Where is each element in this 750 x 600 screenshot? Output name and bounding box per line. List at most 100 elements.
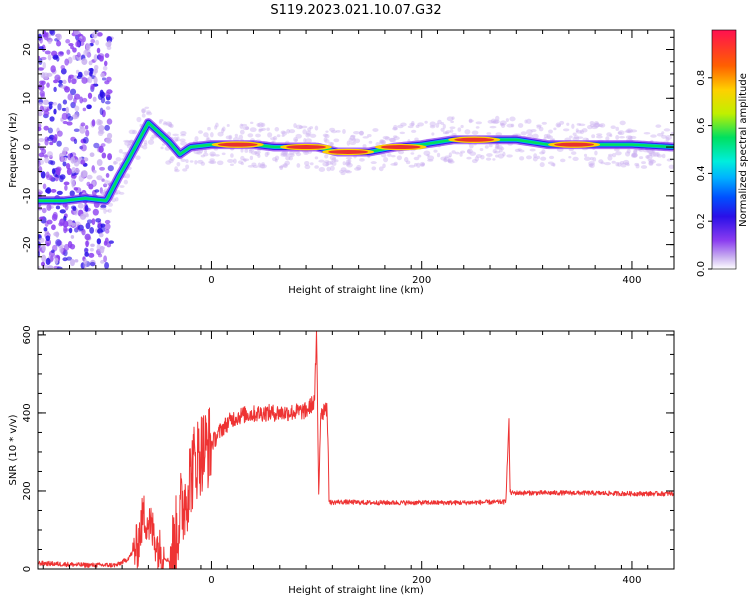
- halo-blob: [405, 160, 411, 165]
- y-tick-label: 20: [22, 43, 33, 56]
- halo-blob: [100, 192, 105, 196]
- noise-blob: [90, 38, 96, 44]
- noise-blob: [38, 245, 41, 254]
- halo-blob: [264, 151, 269, 158]
- noise-blob: [61, 149, 67, 157]
- colorbar-tick-label: 0.6: [696, 118, 707, 134]
- halo-blob: [460, 150, 466, 154]
- halo-blob: [436, 152, 441, 158]
- halo-blob: [173, 136, 178, 142]
- noise-blob: [71, 222, 76, 227]
- noise-blob: [90, 243, 95, 247]
- halo-blob: [362, 136, 369, 139]
- noise-blob: [57, 103, 62, 111]
- halo-blob: [533, 153, 538, 159]
- halo-blob: [168, 121, 173, 128]
- halo-blob: [225, 135, 232, 140]
- halo-blob: [529, 148, 536, 152]
- noise-blob: [80, 144, 87, 152]
- halo-blob: [648, 152, 653, 157]
- noise-blob: [63, 225, 68, 234]
- noise-blob: [42, 183, 47, 190]
- noise-blob: [74, 93, 81, 100]
- noise-blob: [66, 256, 73, 261]
- halo-blob: [124, 140, 132, 146]
- halo-blob: [486, 153, 493, 158]
- halo-blob: [228, 134, 233, 140]
- halo-blob: [495, 132, 503, 137]
- noise-blob: [96, 32, 103, 37]
- halo-blob: [266, 127, 270, 131]
- noise-blob: [38, 142, 41, 147]
- halo-blob: [330, 142, 335, 147]
- halo-blob: [325, 130, 329, 133]
- noise-blob: [40, 261, 46, 267]
- halo-blob: [353, 130, 360, 135]
- noise-blob: [82, 136, 89, 144]
- halo-blob: [239, 123, 244, 129]
- noise-blob: [74, 105, 80, 112]
- noise-blob: [77, 71, 83, 78]
- noise-blob: [99, 187, 103, 194]
- halo-blob: [409, 122, 415, 127]
- noise-blob: [92, 96, 97, 102]
- halo-blob: [257, 154, 261, 158]
- halo-blob: [536, 124, 542, 127]
- halo-blob: [407, 125, 414, 129]
- noise-blob: [62, 99, 68, 105]
- halo-blob: [255, 133, 261, 138]
- noise-blob: [55, 238, 62, 247]
- halo-blob: [469, 143, 474, 149]
- noise-blob: [39, 80, 44, 85]
- noise-blob: [92, 169, 97, 174]
- halo-blob: [220, 127, 225, 134]
- halo-blob: [492, 148, 497, 154]
- halo-blob: [611, 160, 616, 164]
- halo-blob: [492, 119, 500, 124]
- halo-blob: [670, 131, 674, 135]
- noise-blob: [93, 76, 98, 85]
- halo-blob: [596, 135, 603, 139]
- halo-blob: [346, 140, 351, 146]
- halo-blob: [550, 163, 555, 167]
- halo-blob: [475, 126, 480, 129]
- halo-blob: [579, 129, 585, 135]
- noise-blob: [93, 142, 100, 149]
- halo-blob: [464, 129, 471, 135]
- noise-blob: [104, 124, 110, 131]
- halo-blob: [296, 163, 301, 168]
- halo-blob: [274, 155, 280, 161]
- noise-blob: [41, 244, 46, 252]
- halo-blob: [594, 122, 601, 128]
- halo-blob: [547, 161, 554, 165]
- halo-blob: [500, 147, 505, 151]
- halo-blob: [652, 152, 659, 157]
- halo-blob: [141, 108, 146, 114]
- noise-blob: [56, 140, 62, 147]
- noise-blob: [106, 76, 112, 82]
- halo-blob: [650, 152, 657, 157]
- halo-blob: [668, 164, 674, 169]
- halo-blob: [303, 150, 309, 155]
- halo-blob: [242, 158, 250, 162]
- noise-blob: [98, 145, 104, 154]
- halo-blob: [426, 154, 430, 157]
- hotspot-core: [328, 149, 369, 154]
- halo-blob: [266, 151, 270, 156]
- noise-blob: [70, 235, 75, 239]
- halo-blob: [196, 151, 202, 155]
- noise-blob: [63, 243, 70, 251]
- halo-blob: [400, 122, 407, 127]
- halo-blob: [342, 161, 346, 166]
- noise-blob: [85, 222, 91, 230]
- halo-blob: [340, 167, 347, 172]
- halo-blob: [475, 121, 483, 125]
- halo-blob: [490, 118, 497, 124]
- noise-blob: [58, 222, 64, 227]
- halo-blob: [419, 161, 425, 167]
- noise-blob: [70, 177, 76, 185]
- halo-blob: [617, 162, 622, 167]
- halo-blob: [615, 126, 620, 131]
- noise-blob: [47, 54, 52, 61]
- halo-blob: [518, 149, 525, 153]
